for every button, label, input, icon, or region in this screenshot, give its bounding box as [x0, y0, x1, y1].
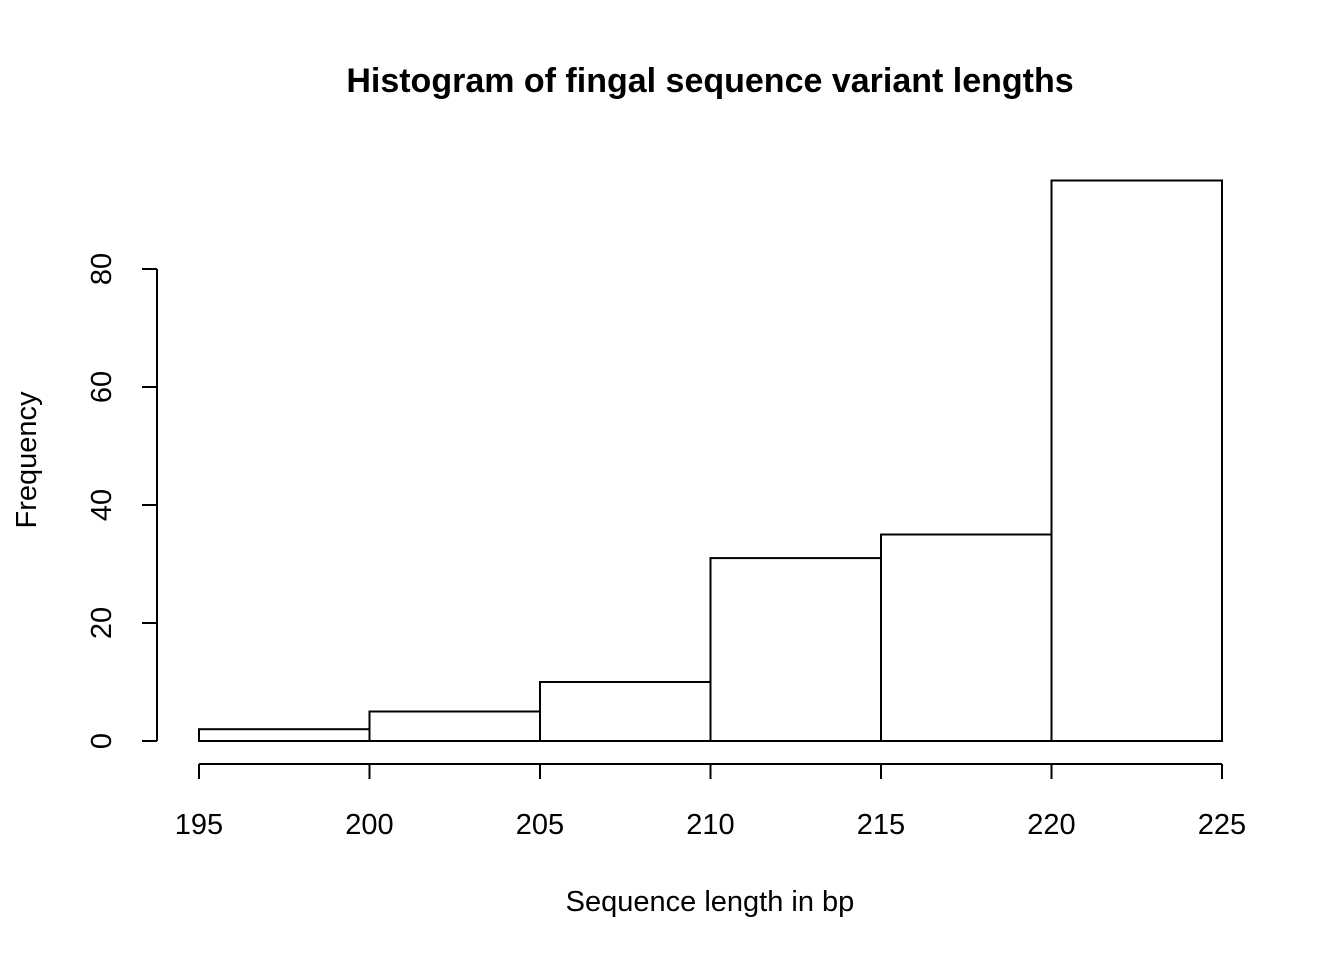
- x-axis: 195 200 205 210 215 220 225: [175, 763, 1246, 841]
- x-axis-label: Sequence length in bp: [566, 886, 855, 918]
- y-tick-label: 40: [86, 489, 118, 521]
- x-tick-label: 210: [686, 809, 734, 841]
- y-tick-label: 60: [86, 371, 118, 403]
- histogram-bar: [880, 533, 1053, 742]
- x-tick-label: 225: [1198, 809, 1246, 841]
- x-tick-label: 215: [857, 809, 905, 841]
- y-axis: 0 20 40 60 80: [86, 253, 158, 749]
- histogram-bar: [1050, 179, 1223, 742]
- bars-group: [198, 179, 1223, 743]
- histogram-bar: [198, 728, 371, 743]
- x-tick-label: 200: [345, 809, 393, 841]
- y-tick-label: 20: [86, 607, 118, 639]
- chart-title: Histogram of fingal sequence variant len…: [346, 62, 1073, 100]
- x-tick-label: 205: [516, 809, 564, 841]
- y-axis-label: Frequency: [11, 391, 43, 529]
- histogram-bar: [368, 710, 541, 742]
- y-tick-label: 80: [86, 253, 118, 285]
- x-tick-label: 195: [175, 809, 223, 841]
- histogram-bar: [709, 557, 882, 742]
- x-tick-label: 220: [1027, 809, 1075, 841]
- histogram-bar: [539, 681, 712, 742]
- y-tick-label: 0: [86, 733, 118, 749]
